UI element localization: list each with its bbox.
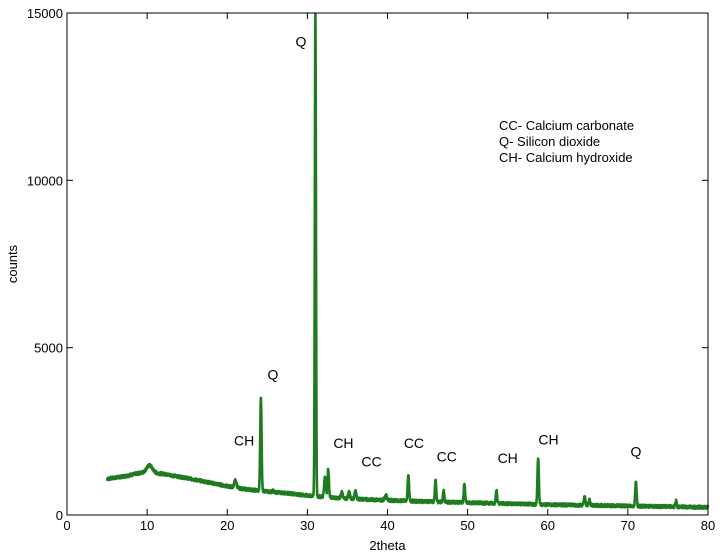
x-tick-label: 80: [701, 518, 715, 533]
peak-label: CC: [437, 448, 457, 464]
y-tick-label: 5000: [34, 341, 63, 356]
x-tick-label: 10: [140, 518, 154, 533]
peak-label: CH: [538, 432, 558, 448]
y-axis-title: counts: [5, 244, 20, 283]
x-tick-label: 40: [380, 518, 394, 533]
legend-entry: CC- Calcium carbonate: [499, 118, 634, 133]
peak-label: Q: [630, 443, 641, 459]
y-tick-label: 10000: [27, 173, 63, 188]
peak-label: CC: [404, 435, 424, 451]
peak-label: Q: [267, 366, 278, 382]
x-tick-label: 50: [460, 518, 474, 533]
legend-entry: Q- Silicon dioxide: [499, 134, 600, 149]
peak-label: Q: [296, 33, 307, 49]
xrd-pattern-line: [105, 12, 710, 510]
peak-label: CC: [361, 453, 381, 469]
x-tick-label: 0: [63, 518, 70, 533]
legend: CC- Calcium carbonate Q- Silicon dioxide…: [499, 118, 634, 165]
x-axis-title: 2theta: [369, 538, 406, 553]
x-tick-label: 70: [621, 518, 635, 533]
peak-label: CH: [498, 450, 518, 466]
x-tick-label: 20: [220, 518, 234, 533]
y-tick-label: 15000: [27, 6, 63, 21]
peak-label: CH: [333, 435, 353, 451]
plot-frame: [66, 12, 709, 516]
peak-label: CH: [234, 432, 254, 448]
legend-entry: CH- Calcium hydroxide: [499, 150, 633, 165]
x-tick-label: 60: [541, 518, 555, 533]
y-tick-label: 0: [56, 508, 63, 523]
x-tick-label: 30: [300, 518, 314, 533]
